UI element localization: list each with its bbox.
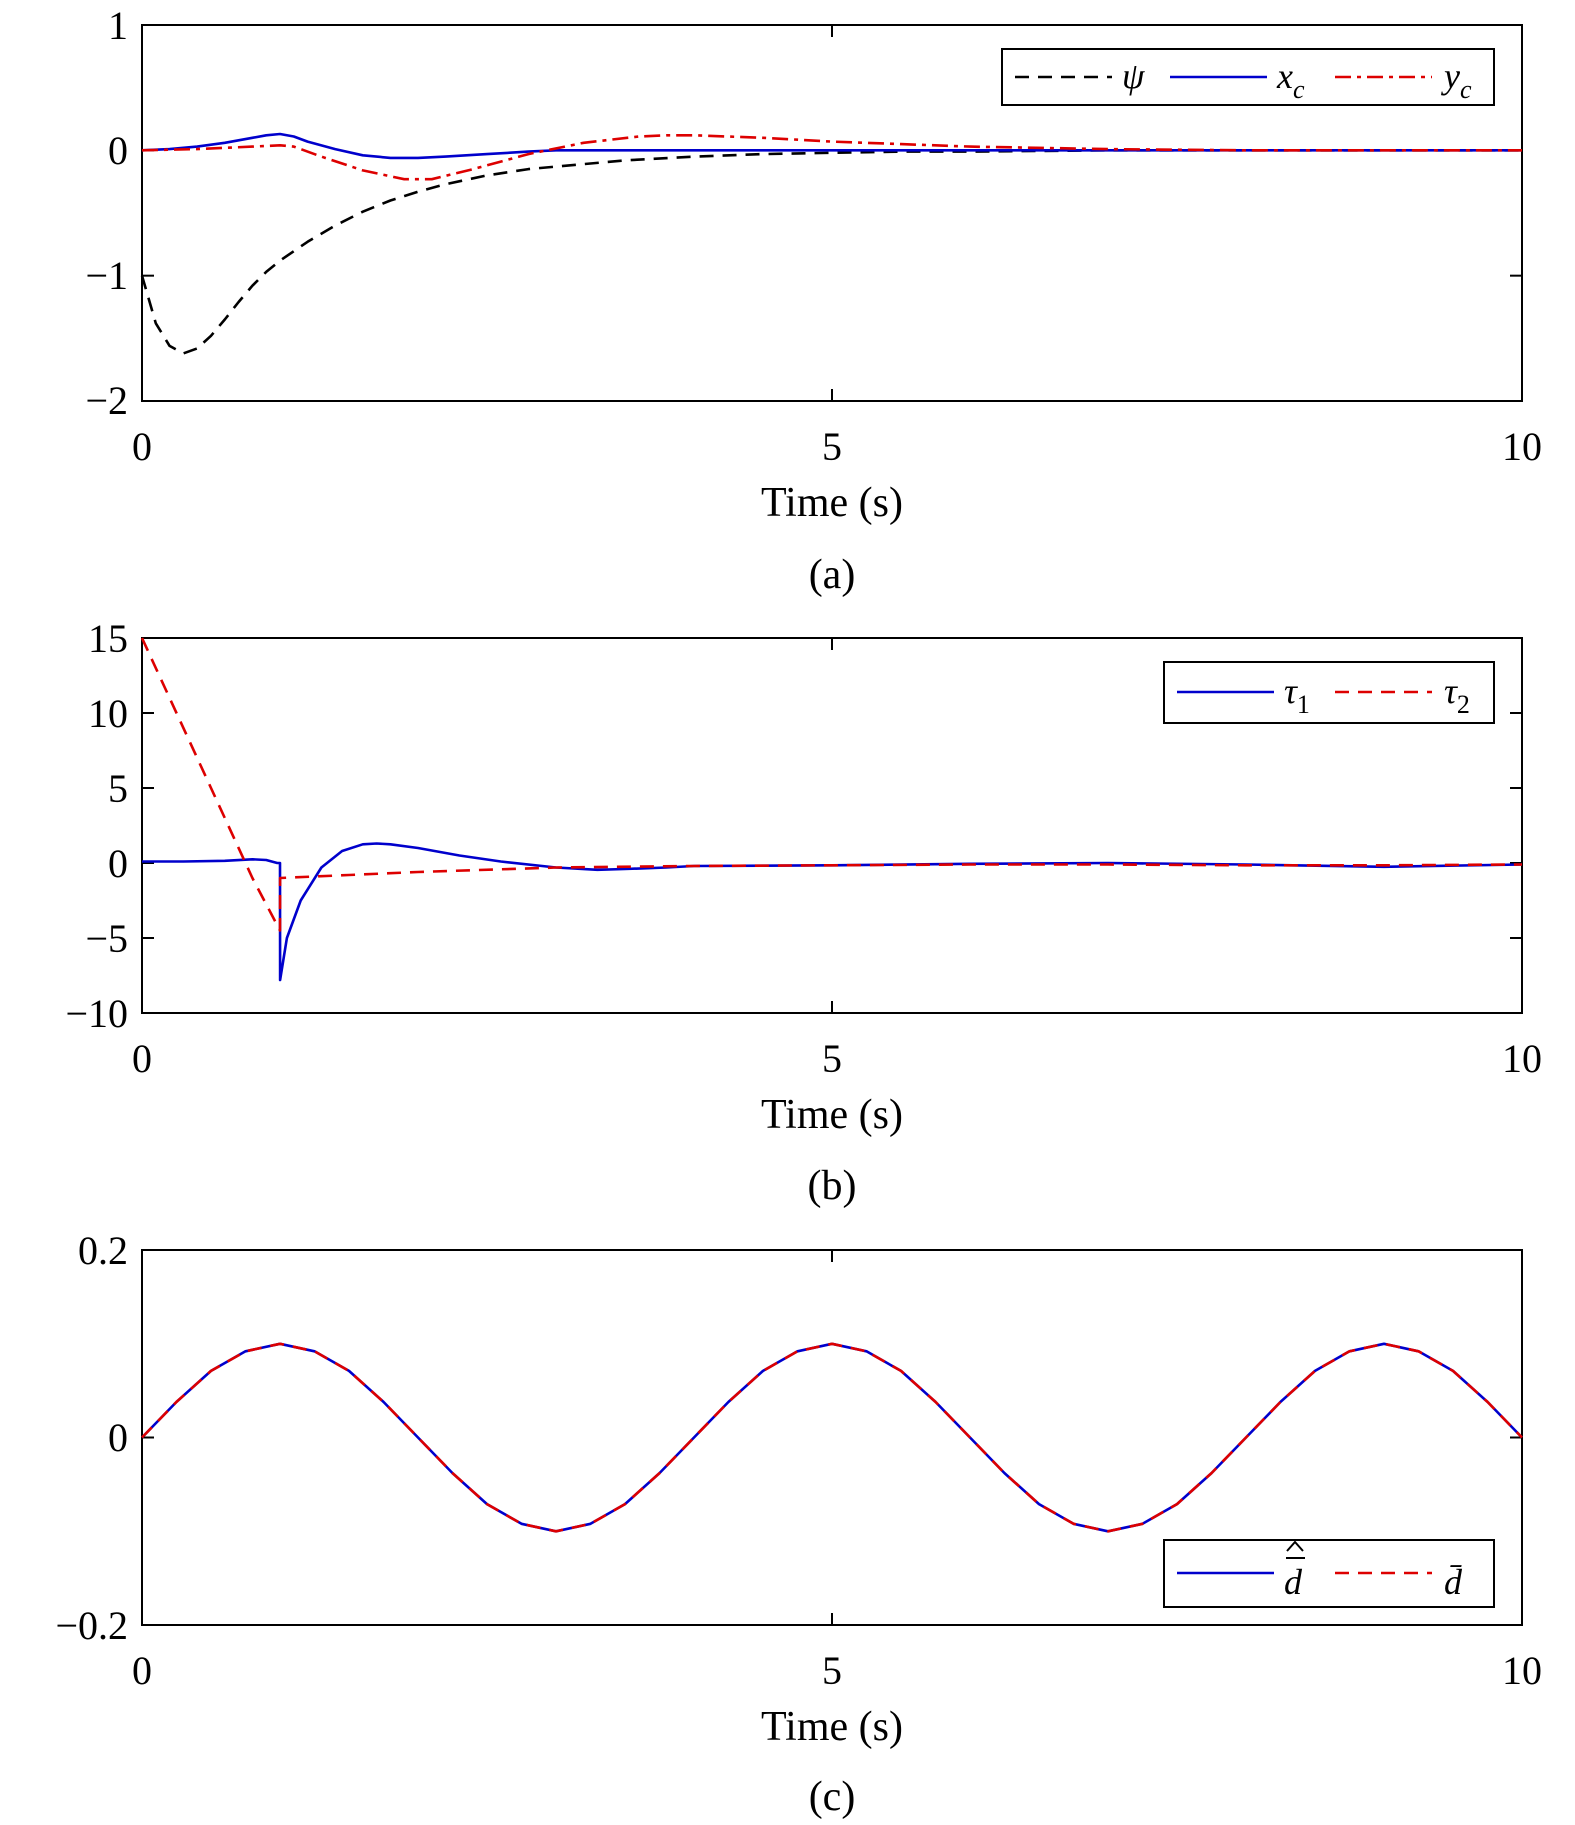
panel-b-xtick-label: 0 <box>132 1036 152 1081</box>
panel-b-caption: (b) <box>808 1163 857 1209</box>
panel-c-xlabel: Time (s) <box>761 1704 903 1750</box>
panel-b-ytick-label: 10 <box>88 691 128 736</box>
panel-a-series-line-1 <box>140 149 1522 355</box>
panel-b-ytick-label: 0 <box>108 841 128 886</box>
panel-a-ytick-label: 1 <box>108 3 128 48</box>
panel-c: −0.2 0 0.2 0 5 10 Time (s) (c) d d̄ <box>55 1228 1542 1820</box>
panel-a-ytick-label: −2 <box>85 378 128 423</box>
panel-c-xtick-label: 5 <box>822 1648 842 1693</box>
panel-a-xlabel: Time (s) <box>761 480 903 526</box>
panel-b-ytick-label: 15 <box>88 616 128 661</box>
panel-b-xtick-label: 10 <box>1502 1036 1542 1081</box>
panel-b-xlabel: Time (s) <box>761 1092 903 1138</box>
panel-c-ytick-label: 0 <box>108 1415 128 1460</box>
panel-a-ytick-label: −1 <box>85 253 128 298</box>
panel-a-xtick-label: 5 <box>822 424 842 469</box>
panel-a-xtick-label: 0 <box>132 424 152 469</box>
panel-a-legend-label-psi: ψ <box>1122 56 1145 96</box>
panel-a-caption: (a) <box>809 552 856 598</box>
panel-c-caption: (c) <box>809 1774 856 1820</box>
panel-a-legend-label-xc: xc <box>1276 56 1305 104</box>
panel-a: −2 −1 0 1 0 5 10 Time (s) (a) ψ xc yc <box>85 3 1542 598</box>
panel-b-xtick-label: 5 <box>822 1036 842 1081</box>
panel-c-ytick-label: 0.2 <box>78 1228 128 1273</box>
panel-c-xtick-label: 10 <box>1502 1648 1542 1693</box>
panel-b-legend-label-tau1: τ1 <box>1284 671 1310 719</box>
panel-c-legend-label-dhat: d <box>1284 1540 1305 1602</box>
panel-b-series <box>140 637 1523 982</box>
panel-b-legend-label-tau2: τ2 <box>1444 671 1470 719</box>
panel-a-xtick-label: 10 <box>1502 424 1542 469</box>
panel-b-ytick-label: −5 <box>85 916 128 961</box>
panel-b-series-line-1 <box>142 842 1523 982</box>
panel-a-legend-label-yc: yc <box>1441 56 1472 104</box>
panel-c-legend: d d̄ <box>1163 1539 1495 1608</box>
panel-b-series-line-2 <box>140 637 1523 932</box>
panel-c-ticks <box>141 1249 1523 1626</box>
panel-b-ytick-label: 5 <box>108 766 128 811</box>
panel-a-series <box>140 132 1522 355</box>
panel-a-series-line-2 <box>141 132 1522 160</box>
panel-c-legend-label-dbar: d̄ <box>1444 1562 1463 1602</box>
panel-c-series-line-2 <box>141 1342 1523 1533</box>
panel-c-xtick-label: 0 <box>132 1648 152 1693</box>
panel-c-ytick-label: −0.2 <box>55 1603 128 1648</box>
panel-a-series-line-3 <box>141 134 1522 181</box>
panel-a-ytick-label: 0 <box>108 128 128 173</box>
panel-b: −10 −5 0 5 10 15 0 5 10 Time (s) (b) τ1 … <box>65 616 1542 1209</box>
panel-b-legend: τ1 τ2 <box>1163 661 1495 724</box>
panel-a-legend: ψ xc yc <box>1001 48 1495 106</box>
panel-b-ytick-label: −10 <box>65 991 128 1036</box>
svg-text:d: d <box>1284 1562 1303 1602</box>
panel-c-series <box>141 1342 1523 1533</box>
